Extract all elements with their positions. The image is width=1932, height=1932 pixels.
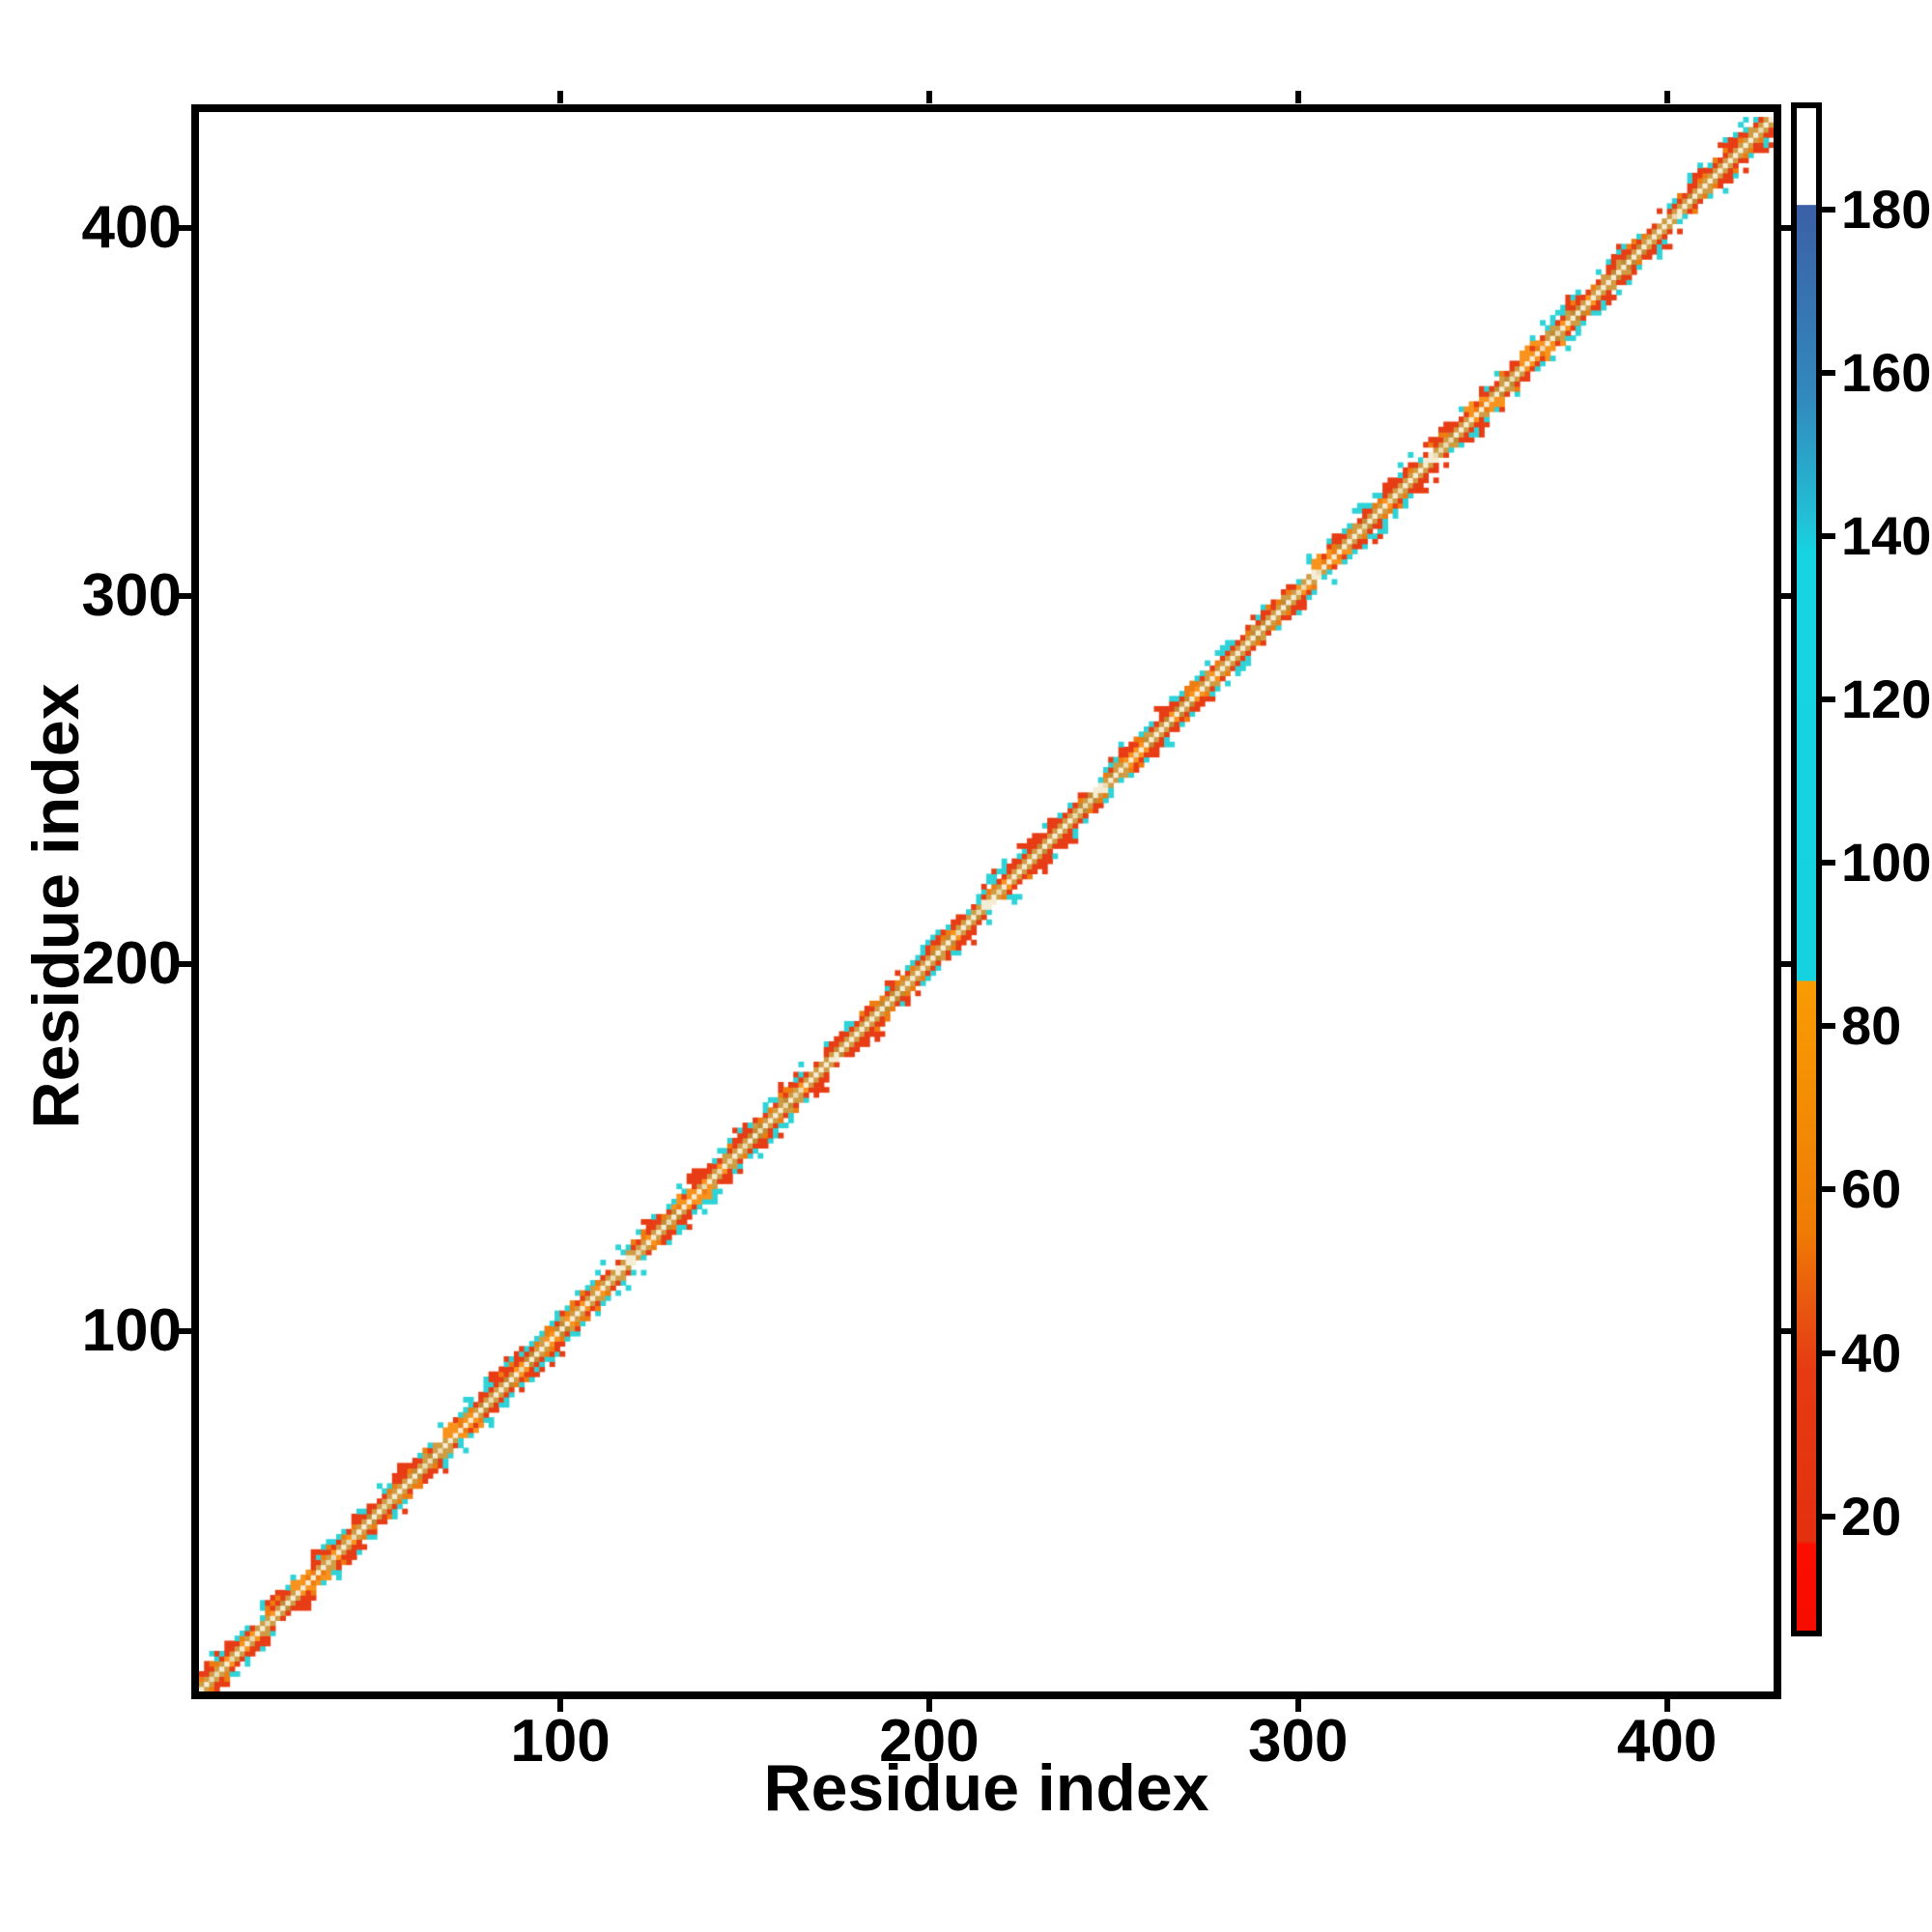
y-tick-label: 400 [81,194,182,262]
colorbar-tick [1822,369,1835,376]
colorbar-tick-label: 160 [1841,341,1932,403]
y-tick-left [179,960,191,967]
colorbar-tick [1822,1023,1835,1030]
x-tick-top [557,91,564,103]
colorbar-tick [1822,1186,1835,1193]
colorbar-tick-label: 60 [1841,1158,1902,1220]
colorbar-tick-label: 20 [1841,1485,1902,1547]
colorbar-tick [1822,860,1835,867]
x-tick-top [925,91,932,103]
colorbar-tick-label: 40 [1841,1321,1902,1383]
colorbar-tick-label: 120 [1841,668,1932,730]
y-tick-left [179,1328,191,1335]
x-tick-top [1294,91,1301,103]
colorbar-tick [1822,206,1835,213]
x-tick-top [1663,91,1670,103]
y-tick-right [1781,593,1794,599]
colorbar-tick-label: 100 [1841,832,1932,894]
colorbar-tick-label: 180 [1841,178,1932,240]
x-tick-label: 100 [510,1708,611,1775]
y-tick-label: 300 [81,562,182,629]
y-tick-right [1781,1328,1794,1335]
colorbar-tick-label: 80 [1841,995,1902,1057]
x-tick-label: 300 [1248,1708,1349,1775]
y-tick-right [1781,225,1794,232]
colorbar-tick [1822,533,1835,540]
x-tick-bottom [557,1699,564,1712]
colorbar-tick [1822,696,1835,703]
x-tick-bottom [1294,1699,1301,1712]
x-tick-label: 200 [879,1708,980,1775]
colorbar-gradient [1797,108,1816,1631]
colorbar [1791,102,1822,1636]
colorbar-tick-label: 140 [1841,505,1932,567]
x-tick-bottom [1663,1699,1670,1712]
plot-frame [191,104,1781,1699]
y-tick-label: 100 [81,1297,182,1365]
x-tick-bottom [925,1699,932,1712]
x-axis-title: Residue index [763,1751,1209,1825]
y-tick-left [179,593,191,599]
colorbar-tick [1822,1513,1835,1520]
distance-map-canvas [199,112,1774,1691]
y-tick-right [1781,960,1794,967]
y-tick-left [179,225,191,232]
x-tick-label: 400 [1616,1708,1718,1775]
colorbar-tick [1822,1350,1835,1356]
y-tick-label: 200 [81,929,182,997]
